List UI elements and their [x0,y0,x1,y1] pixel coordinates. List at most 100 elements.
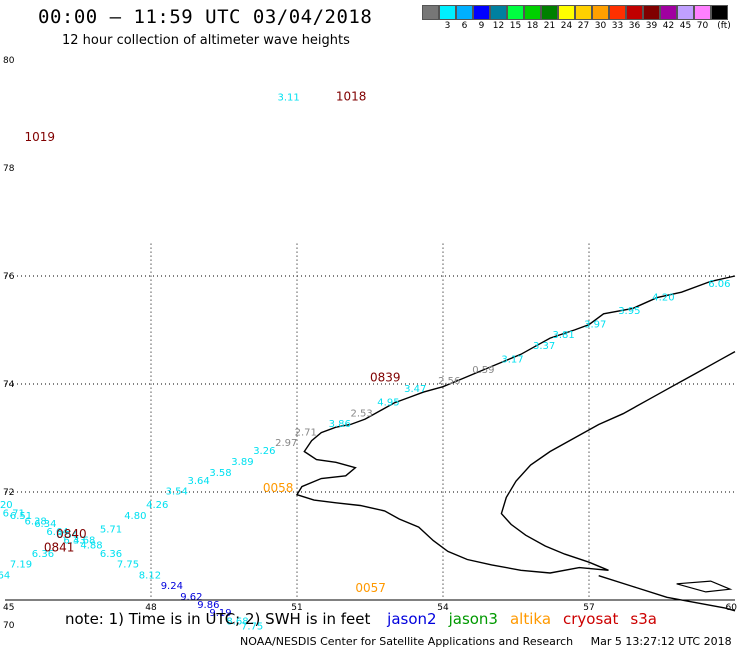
swh-value: 6.54 [56,530,78,541]
swh-value: 7.75 [241,622,263,633]
coastline [295,275,736,612]
swh-value: 4.68 [73,535,95,546]
vaygach-coast [676,580,733,593]
y-tick-label: 78 [3,164,15,174]
swh-value: 7.19 [10,560,32,571]
swh-value: 3.89 [231,457,253,468]
swh-value: 6.34 [34,519,56,530]
note-row: note: 1) Time is in UTC; 2) SWH is in fe… [65,610,681,628]
legend-label: 18 [526,21,539,31]
swh-value: 6.64 [46,527,68,538]
legend-swatch [575,5,592,20]
satellite-name: jason3 [448,610,498,628]
generated-timestamp: Mar 5 13:27:12 UTC 2018 [590,635,732,648]
swh-value: 6.33 [63,535,85,546]
swh-value: 4.88 [80,541,102,552]
legend-label: 33 [611,21,624,31]
y-tick-label: 80 [3,56,15,66]
swh-value: 3.37 [533,341,555,352]
swh-value: 2.53 [351,408,373,419]
swh-value: 9.24 [161,581,183,592]
swh-value: 4.26 [146,500,168,511]
swh-labels: 3.113.016.064.203.953.973.813.373.170.59… [0,93,730,633]
satellite-name: cryosat [563,610,619,628]
swh-value: 3.17 [501,354,523,365]
swh-value: 7.75 [117,560,139,571]
legend-swatch [558,5,575,20]
legend-swatch [456,5,473,20]
legend-label: 9 [478,21,485,31]
y-tick-label: 72 [3,488,14,498]
x-tick-label: 60 [726,603,738,613]
swh-value: 0.59 [472,365,494,376]
swh-value: 6.36 [100,549,122,560]
swh-value: 3.97 [584,319,606,330]
swh-value: 9.86 [197,600,219,611]
swh-value: 9.62 [180,592,202,603]
swh-value: 7.20 [0,500,13,511]
swh-value: 3.54 [166,487,188,498]
legend-swatch [711,5,728,20]
swh-value: 4.95 [377,398,399,409]
swh-value: 3.86 [329,419,351,430]
legend-swatch [660,5,677,20]
novaya-zemlya-coast [295,275,736,574]
satellite-name: s3a [630,610,657,628]
axis-tick-labels: 45 48 51 54 57 60 70 72 74 76 78 80 [3,56,737,631]
legend-label: 39 [645,21,658,31]
swh-value: 3.95 [618,306,640,317]
credit-row: NOAA/NESDIS Center for Satellite Applica… [240,635,740,648]
legend-swatch [626,5,643,20]
swh-value: 8.64 [0,570,10,581]
swh-value: 3.58 [209,468,231,479]
x-tick-label: 51 [291,603,302,613]
swh-value: 6.71 [3,508,25,519]
pass-time: 0057 [355,581,386,595]
pass-time: 1019 [25,130,56,144]
legend-labels: 3 6 9 12 15 18 21 24 27 30 33 36 39 42 45 70 (ft) [422,20,731,34]
footer: note: 1) Time is in UTC; 2) SWH is in fe… [0,606,740,650]
units-note: note: 1) Time is in UTC; 2) SWH is in fe… [65,610,371,628]
legend-label: 42 [662,21,675,31]
legend-label: 36 [628,21,641,31]
legend-swatch [422,5,439,20]
swh-value: 4.80 [124,511,146,522]
legend-swatch [643,5,660,20]
map-title: 00:00 – 11:59 UTC 03/04/2018 [38,6,373,28]
legend-swatch [490,5,507,20]
x-tick-label: 57 [583,603,594,613]
legend-label: 27 [577,21,590,31]
legend-swatch [677,5,694,20]
credit-text: NOAA/NESDIS Center for Satellite Applica… [240,635,574,648]
pass-time: 1018 [336,90,367,104]
legend-label: 70 [696,21,709,31]
swh-value: 3.64 [188,476,210,487]
swh-value: 6.06 [708,279,730,290]
legend-swatch [694,5,711,20]
y-tick-label: 74 [3,380,15,390]
satellite-name: jason2 [387,610,437,628]
legend-swatch [609,5,626,20]
pass-time: 0058 [263,481,294,495]
legend-swatch [592,5,609,20]
legend-label: 6 [461,21,468,31]
swh-value: 2.56 [438,376,460,387]
swh-value: 8.12 [139,570,161,581]
pass-time: 0840 [56,527,87,541]
swh-value: 6.36 [32,549,54,560]
legend-label: 30 [594,21,607,31]
x-tick-label: 45 [3,603,14,613]
legend-label: 45 [679,21,692,31]
legend-label: 24 [560,21,573,31]
legend-swatches [422,5,728,20]
swh-value: 3.81 [553,330,575,341]
map-subtitle: 12 hour collection of altimeter wave hei… [62,33,350,48]
swh-value: 2.97 [275,438,297,449]
swh-value: 3.26 [253,446,275,457]
y-tick-label: 70 [3,621,15,631]
legend-label: 3 [444,21,451,31]
satellite-name: altika [509,610,552,628]
pass-time: 0839 [370,370,401,384]
